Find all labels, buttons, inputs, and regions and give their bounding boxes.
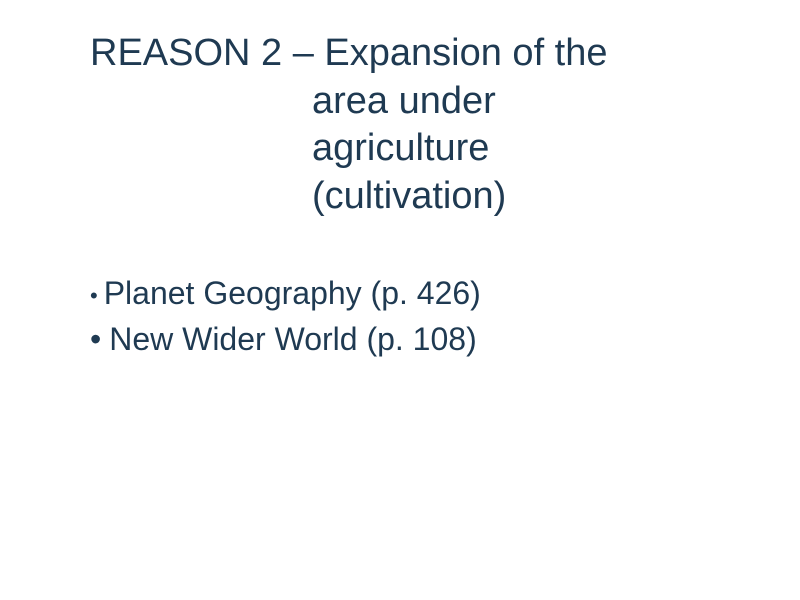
- bullet-text: New Wider World (p. 108): [109, 321, 477, 357]
- bullet-list: •Planet Geography (p. 426) •New Wider Wo…: [90, 270, 740, 363]
- heading-line-3: agriculture: [90, 125, 740, 173]
- heading-line-4: (cultivation): [90, 173, 740, 221]
- slide-heading: REASON 2 – Expansion of the area under a…: [90, 30, 740, 220]
- list-item: •Planet Geography (p. 426): [90, 270, 740, 316]
- bullet-marker-icon: •: [90, 283, 98, 308]
- slide-container: REASON 2 – Expansion of the area under a…: [0, 0, 800, 600]
- bullet-text: Planet Geography (p. 426): [104, 275, 481, 311]
- heading-line-2: area under: [90, 78, 740, 126]
- heading-line-1: REASON 2 – Expansion of the: [90, 30, 740, 78]
- bullet-marker-icon: •: [90, 321, 101, 357]
- list-item: •New Wider World (p. 108): [90, 316, 740, 362]
